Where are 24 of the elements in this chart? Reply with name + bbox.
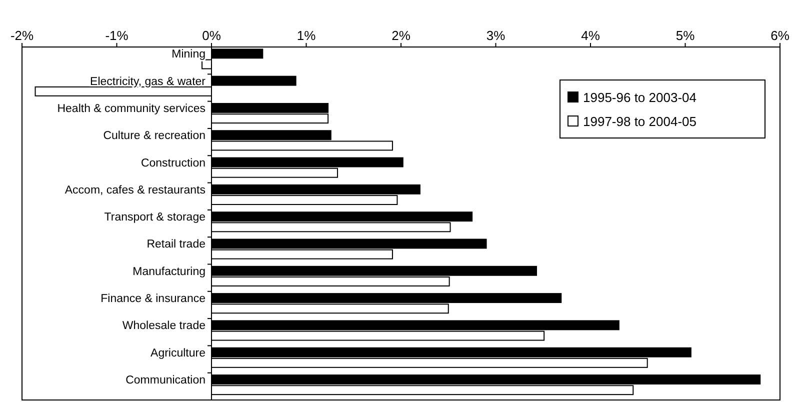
legend-label: 1995-96 to 2003-04 <box>583 90 696 105</box>
y-tick-label: Mining <box>172 48 206 61</box>
x-tick-label: 2% <box>392 28 411 43</box>
legend-label: 1997-98 to 2004-05 <box>583 114 696 129</box>
y-tick-label: Wholesale trade <box>122 320 206 332</box>
x-tick-label: 4% <box>581 28 600 43</box>
y-tick-label: Transport & storage <box>104 212 206 224</box>
x-tick-label: -1% <box>105 28 129 43</box>
x-tick-label: 1% <box>296 28 316 43</box>
x-tick-label: 5% <box>676 28 696 43</box>
y-tick-label: Communication <box>126 374 206 386</box>
y-tick-label: Electricity, gas & water <box>90 76 206 88</box>
y-tick-label: Manufacturing <box>132 266 206 278</box>
y-tick-label: Finance & insurance <box>100 293 206 306</box>
y-tick-label: Culture & recreation <box>103 130 206 142</box>
x-tick-label: 3% <box>486 28 506 43</box>
y-tick-label: Construction <box>140 157 206 170</box>
x-tick-label: -2% <box>10 28 34 43</box>
y-tick-label: Accom, cafes & restaurants <box>64 184 206 196</box>
y-tick-label: Retail trade <box>146 238 206 251</box>
x-tick-label: 0% <box>202 28 222 43</box>
x-tick-label: 6% <box>770 28 790 43</box>
y-tick-label: Health & community services <box>57 102 206 115</box>
y-tick-label: Agriculture <box>150 347 206 360</box>
